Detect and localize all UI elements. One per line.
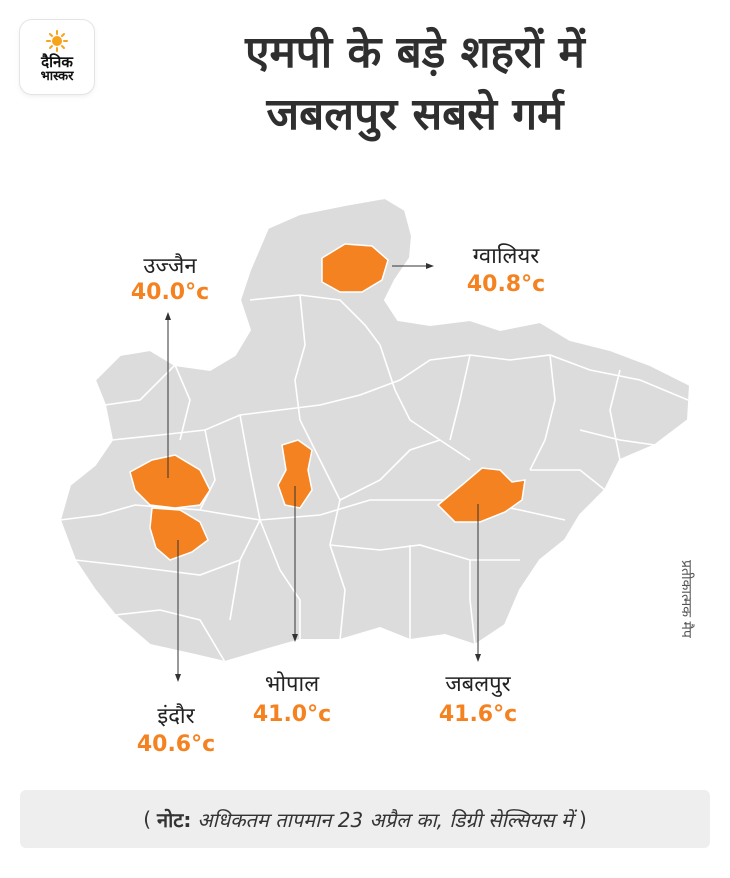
pointer-arrowheads [165, 263, 481, 682]
footnote-box: ( नोट: अधिकतम तापमान 23 अप्रैल का, डिग्र… [20, 790, 710, 848]
city-temp-gwalior: 40.8°c [466, 272, 546, 297]
title-line-2: जबलपुर सबसे गर्म [266, 89, 564, 140]
jabalpur-district [436, 467, 526, 523]
indore-district [149, 507, 209, 561]
madhya-pradesh-map [58, 196, 692, 682]
city-temp-bhopal: 41.0°c [252, 702, 332, 727]
footnote-close-paren: ) [579, 807, 587, 831]
city-label-ujjain: उज्जैन [143, 254, 197, 279]
gwalior-district [321, 243, 389, 293]
bhopal-district [277, 439, 313, 509]
city-label-gwalior: ग्वालियर [472, 244, 540, 269]
ujjain-district [129, 454, 211, 509]
sun-icon [46, 30, 68, 52]
symbolic-map-note: प्रतीकात्मक मैप [678, 560, 694, 638]
city-temp-indore: 40.6°c [136, 732, 216, 757]
page-title: एमपी के बड़े शहरों में जबलपुर सबसे गर्म [120, 22, 710, 146]
title-line-1: एमपी के बड़े शहरों में [245, 27, 585, 78]
city-temp-ujjain: 40.0°c [130, 280, 210, 305]
footnote-open-paren: ( [143, 807, 151, 831]
city-temp-jabalpur: 41.6°c [438, 702, 518, 727]
footnote-text: अधिकतम तापमान 23 अप्रैल का, डिग्री सेल्स… [197, 807, 573, 832]
logo-text-bottom: भास्कर [40, 69, 74, 84]
district-boundaries [59, 294, 689, 663]
dainik-bhaskar-logo: दैनिक भास्कर [20, 20, 94, 94]
city-label-indore: इंदौर [157, 704, 195, 729]
logo-text-top: दैनिक [41, 53, 73, 71]
footnote-label: नोट: [157, 807, 192, 832]
pointer-lines [167, 265, 479, 676]
city-label-jabalpur: जबलपुर [445, 672, 511, 697]
city-label-bhopal: भोपाल [264, 672, 320, 697]
